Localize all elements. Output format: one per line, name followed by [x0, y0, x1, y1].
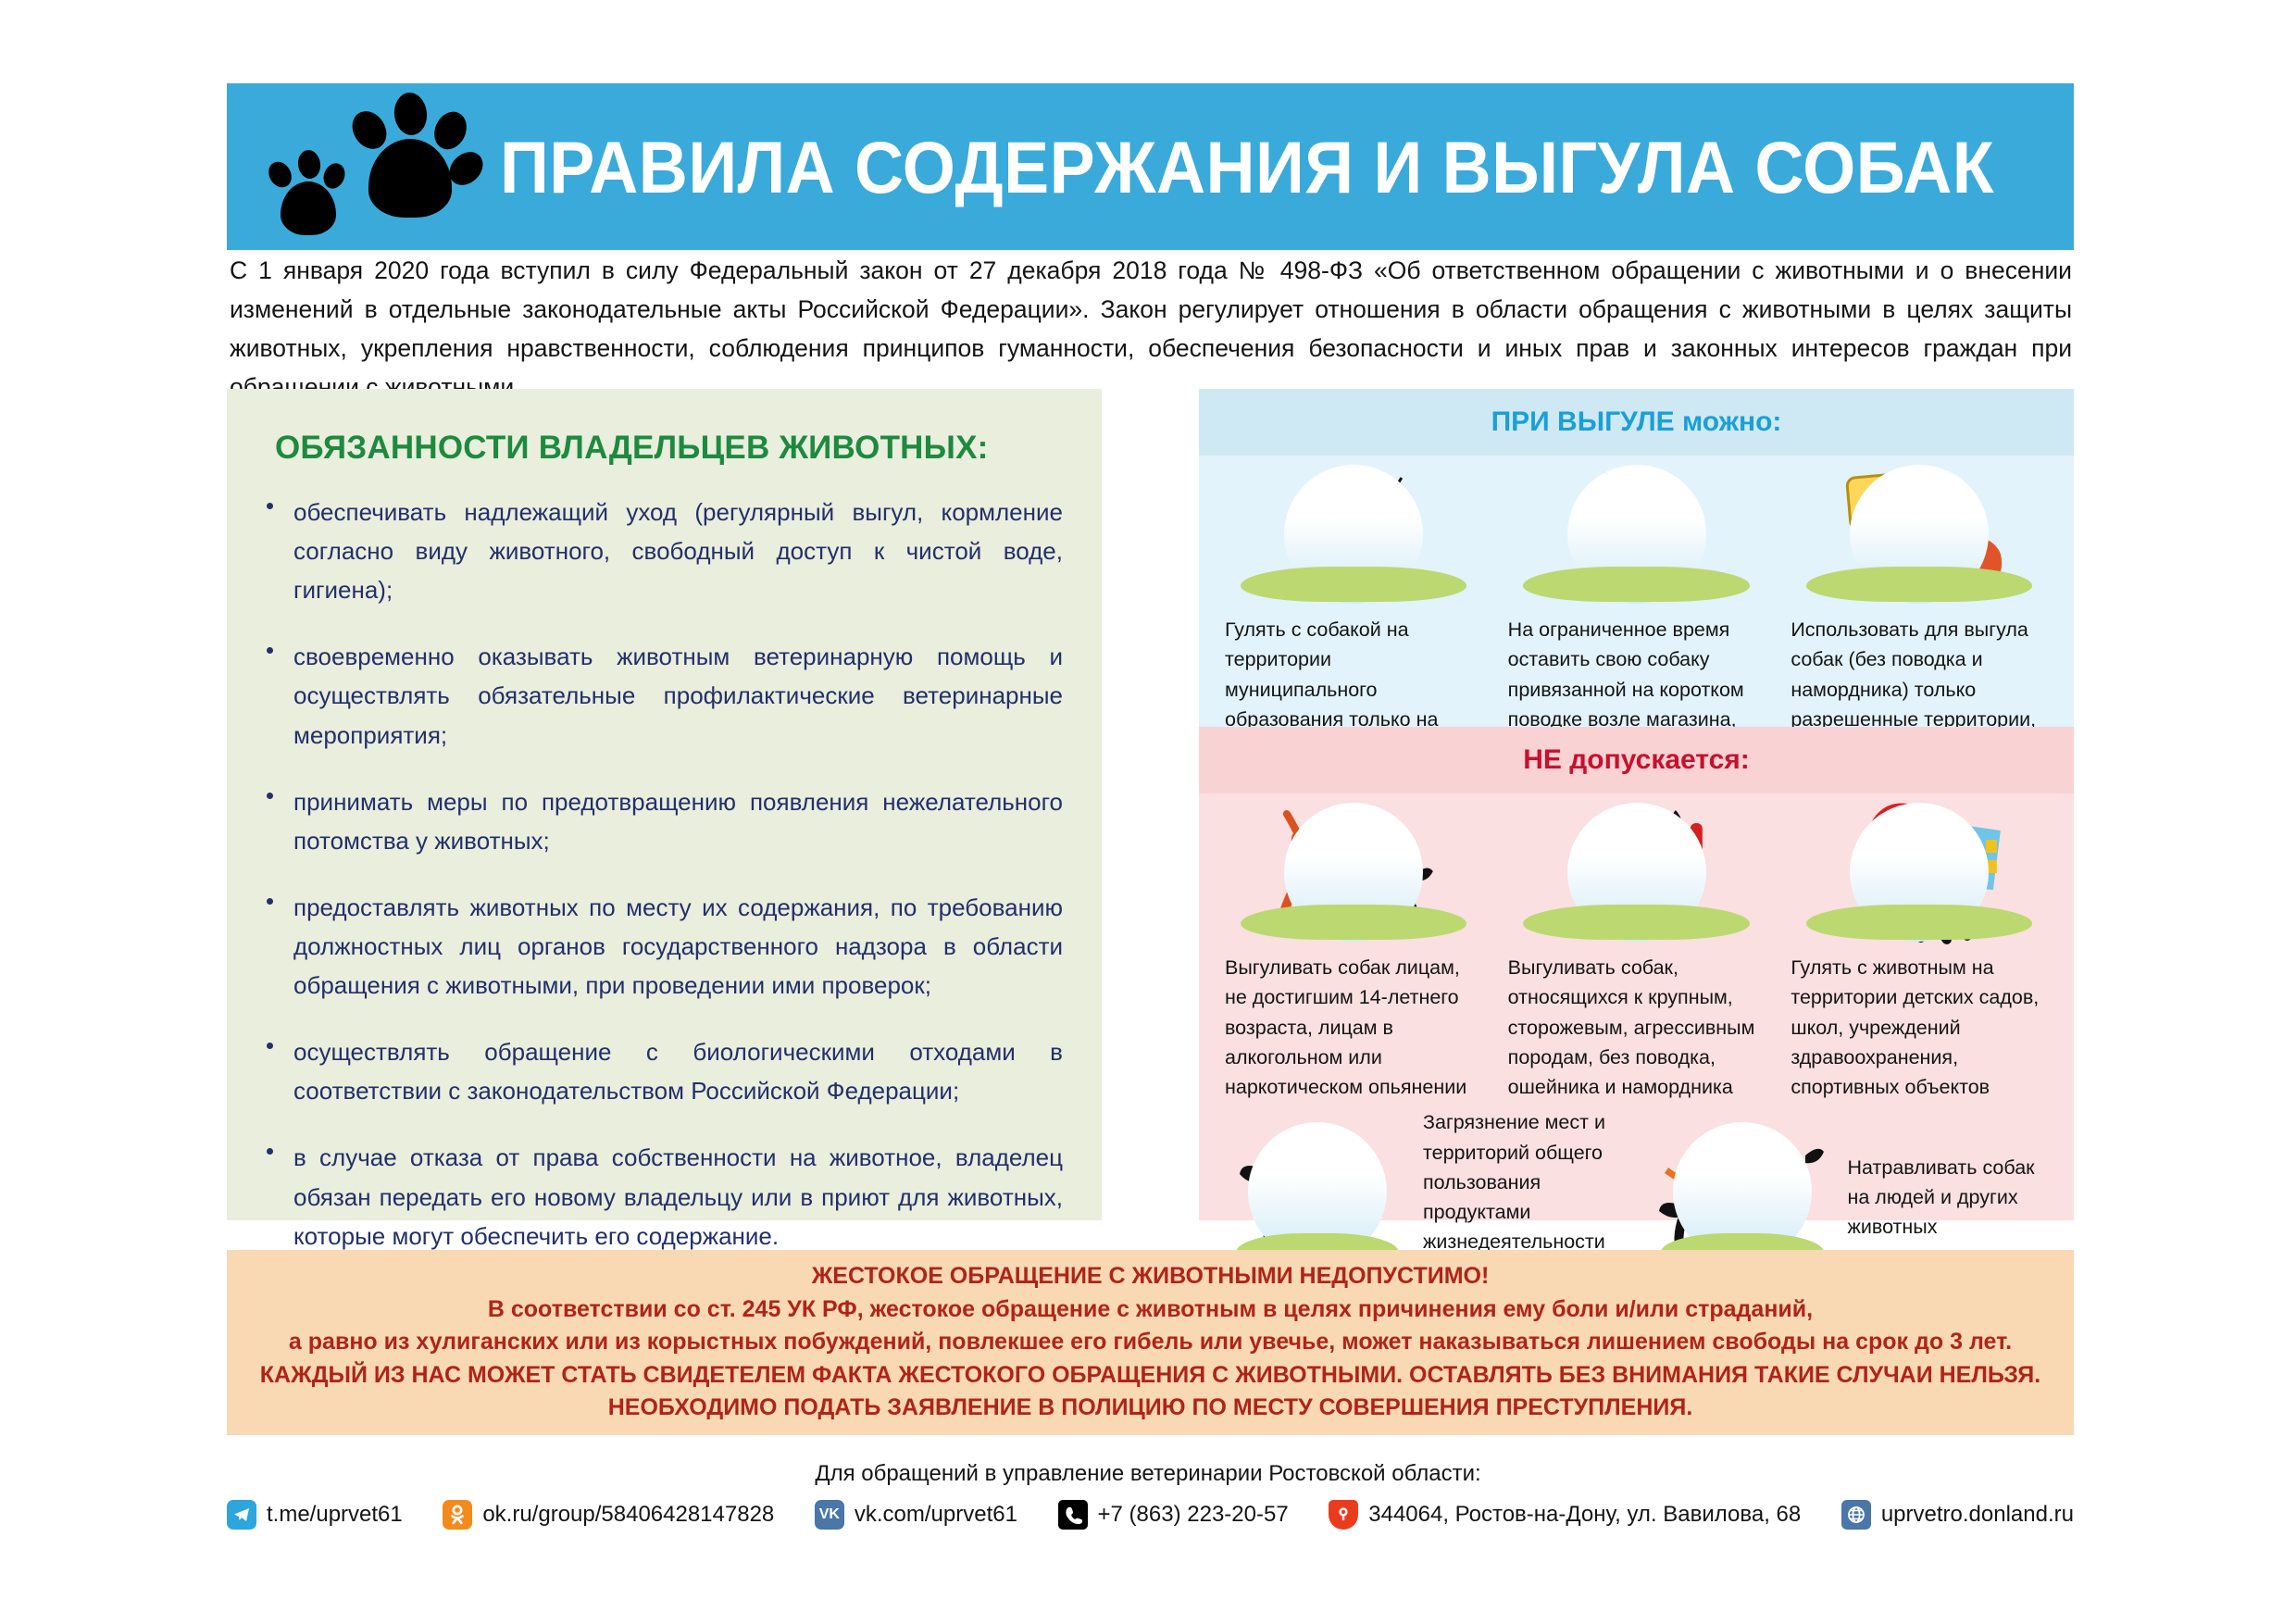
child-dragged-by-dog-icon: [1225, 799, 1482, 947]
list-item: осуществлять обращение с биологическими …: [255, 1032, 1063, 1110]
forbidden-card-2: Выгуливать собак, относящихся к крупным,…: [1495, 793, 1778, 1102]
forbidden-caption-1: Выгуливать собак лицам, не достигшим 14-…: [1225, 956, 1467, 1098]
page-title: ПРАВИЛА СОДЕРЖАНИЯ И ВЫГУЛА СОБАК: [500, 125, 1995, 208]
forbidden-cards-row1: Выгуливать собак лицам, не достигшим 14-…: [1199, 793, 2074, 1102]
list-item: своевременно оказывать животным ветерина…: [255, 637, 1063, 754]
duties-panel: ОБЯЗАННОСТИ ВЛАДЕЛЬЦЕВ ЖИВОТНЫХ: обеспеч…: [227, 389, 1102, 1250]
forbidden-cards-row2: Загрязнение мест и территорий общего пол…: [1199, 1102, 2074, 1287]
allowed-panel: ПРИ ВЫГУЛЕ можно: Гулять с собак: [1199, 389, 2074, 790]
allowed-header: ПРИ ВЫГУЛЕ можно:: [1199, 389, 2074, 456]
footer-note: Для обращений в управление ветеринарии Р…: [815, 1461, 1481, 1486]
list-item: в случае отказа от права собственности н…: [255, 1138, 1063, 1255]
warning-line: НЕОБХОДИМО ПОДАТЬ ЗАЯВЛЕНИЕ В ПОЛИЦИЮ ПО…: [607, 1394, 1693, 1421]
contact-label: t.me/uprvet61: [267, 1502, 403, 1527]
allowed-title: ПРИ ВЫГУЛЕ можно:: [1491, 406, 1782, 437]
duty-text: предоставлять животных по месту их содер…: [293, 893, 1063, 1000]
telegram-icon: [227, 1500, 256, 1530]
forbidden-panel: НЕ допускается:: [1199, 727, 2074, 1283]
bullet-icon: [267, 897, 273, 905]
paw-prints-icon: [264, 91, 500, 241]
vk-icon: VK: [814, 1500, 844, 1530]
duty-text: осуществлять обращение с биологическими …: [293, 1038, 1063, 1106]
bullet-icon: [267, 647, 273, 655]
intro-paragraph: С 1 января 2020 года вступил в силу Феде…: [230, 256, 2072, 401]
forbidden-caption-5: Натравливать собак на людей и других жив…: [1847, 1156, 2035, 1239]
bullet-icon: [267, 792, 273, 799]
footer-contacts: t.me/uprvet61 ok.ru/group/58406428147828…: [227, 1500, 2074, 1530]
bullet-icon: [267, 503, 273, 509]
allowed-card-1: Гулять с собакой на территории муниципал…: [1212, 456, 1495, 794]
warning-line: ЖЕСТОКОЕ ОБРАЩЕНИЕ С ЖИВОТНЫМИ НЕДОПУСТИ…: [811, 1263, 1490, 1290]
contact-label: 344064, Ростов-на-Дону, ул. Вавилова, 68: [1368, 1502, 1802, 1527]
contact-label: +7 (863) 223-20-57: [1097, 1502, 1289, 1527]
contact-label: vk.com/uprvet61: [854, 1502, 1017, 1527]
duty-text: принимать меры по предотвращению появлен…: [293, 787, 1063, 855]
dog-on-leash-icon: [1225, 461, 1482, 609]
contact-vk[interactable]: VK vk.com/uprvet61: [814, 1500, 1017, 1530]
forbidden-caption-3: Гулять с животным на территории детских …: [1791, 956, 2040, 1098]
contact-label: ok.ru/group/58406428147828: [482, 1502, 775, 1527]
forbidden-header: НЕ допускается:: [1199, 727, 2074, 793]
dog-tied-leash-icon: [1508, 461, 1766, 609]
duty-text: обеспечивать надлежащий уход (регулярный…: [293, 498, 1063, 605]
contact-phone[interactable]: +7 (863) 223-20-57: [1057, 1500, 1289, 1530]
map-pin-icon: [1329, 1500, 1359, 1530]
forbidden-card-3: Гулять с животным на территории детских …: [1778, 793, 2061, 1102]
warning-line: В соответствии со ст. 245 УК РФ, жестоко…: [487, 1295, 1814, 1322]
forbidden-card-5: Натравливать собак на людей и других жив…: [1637, 1107, 2062, 1287]
warning-line: а равно из хулиганских или из корыстных …: [288, 1329, 2013, 1355]
header-banner: ПРАВИЛА СОДЕРЖАНИЯ И ВЫГУЛА СОБАК: [227, 83, 2074, 250]
forbidden-caption-2: Выгуливать собак, относящихся к крупным,…: [1507, 956, 1755, 1098]
contact-odnoklassniki[interactable]: ok.ru/group/58406428147828: [443, 1500, 774, 1530]
list-item: предоставлять животных по месту их содер…: [255, 888, 1063, 1005]
duties-list: обеспечивать надлежащий уход (регулярный…: [255, 493, 1063, 1255]
no-dogs-sign-building-icon: [1791, 799, 2048, 947]
dog-walking-area-sign-icon: Место для выгула собак: [1791, 461, 2048, 609]
globe-icon: [1841, 1500, 1871, 1530]
large-dog-no-muzzle-icon: [1508, 799, 1766, 947]
list-item: принимать меры по предотвращению появлен…: [255, 782, 1063, 860]
duty-text: в случае отказа от права собственности н…: [293, 1143, 1063, 1250]
duty-text: своевременно оказывать животным ветерина…: [293, 643, 1063, 749]
forbidden-title: НЕ допускается:: [1523, 744, 1750, 775]
phone-icon: [1057, 1500, 1088, 1530]
warning-box: ЖЕСТОКОЕ ОБРАЩЕНИЕ С ЖИВОТНЫМИ НЕДОПУСТИ…: [227, 1250, 2074, 1435]
bullet-icon: [267, 1043, 273, 1050]
contact-address: 344064, Ростов-на-Дону, ул. Вавилова, 68: [1329, 1500, 1801, 1530]
allowed-card-2: На ограниченное время оставить свою соба…: [1495, 456, 1778, 794]
list-item: обеспечивать надлежащий уход (регулярный…: [255, 493, 1063, 609]
contact-label: uprvetro.donland.ru: [1880, 1502, 2074, 1527]
duties-title: ОБЯЗАННОСТИ ВЛАДЕЛЬЦЕВ ЖИВОТНЫХ:: [275, 430, 989, 466]
contact-telegram[interactable]: t.me/uprvet61: [227, 1500, 403, 1530]
forbidden-card-1: Выгуливать собак лицам, не достигшим 14-…: [1212, 793, 1495, 1102]
odnoklassniki-icon: [443, 1500, 473, 1530]
contact-website[interactable]: uprvetro.donland.ru: [1841, 1500, 2074, 1530]
bullet-icon: [267, 1148, 273, 1156]
allowed-caption-2: На ограниченное время оставить свою соба…: [1507, 618, 1744, 760]
warning-line: КАЖДЫЙ ИЗ НАС МОЖЕТ СТАТЬ СВИДЕТЕЛЕМ ФАК…: [259, 1361, 2041, 1388]
